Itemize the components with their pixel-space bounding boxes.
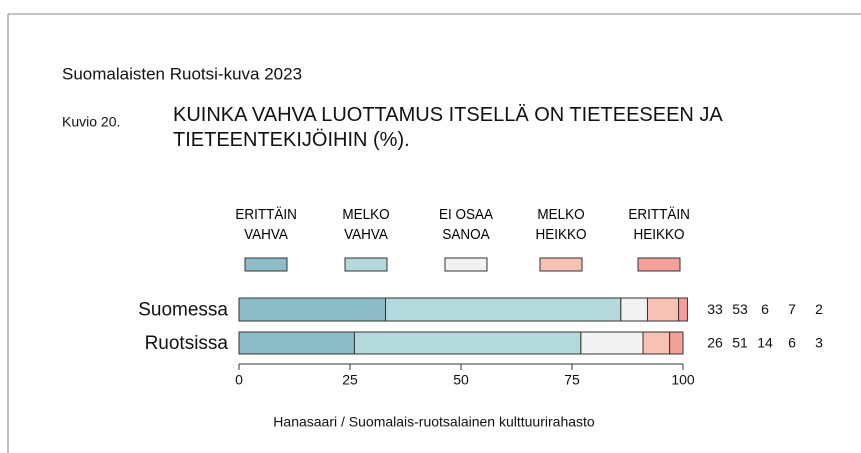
legend-swatch	[344, 257, 388, 272]
x-tick-label: 0	[235, 372, 243, 388]
legend-label: ERITTÄIN VAHVA	[235, 206, 297, 243]
value-label: 26	[707, 335, 723, 351]
bar-segment	[642, 331, 671, 355]
legend-label: MELKO VAHVA	[342, 206, 390, 243]
bar-segment	[620, 297, 648, 322]
value-label: 14	[757, 335, 773, 351]
legend-label: MELKO HEIKKO	[535, 206, 587, 243]
bar-segment	[385, 297, 622, 322]
source: Hanasaari / Suomalais-ruotsalainen kultt…	[273, 414, 595, 430]
value-label: 33	[707, 301, 723, 317]
legend-label: EI OSAA SANOA	[438, 206, 494, 243]
legend-label: ERITTÄIN HEIKKO	[628, 206, 690, 243]
chart-title: KUINKA VAHVA LUOTTAMUS ITSELLÄ ON TIETEE…	[173, 104, 722, 151]
category-label: Ruotsissa	[145, 333, 229, 354]
bar-segment	[580, 331, 644, 355]
legend-swatch	[444, 257, 488, 272]
value-label: 6	[761, 301, 769, 317]
bar-segment	[646, 297, 680, 322]
subtitle: Suomalaisten Ruotsi-kuva 2023	[62, 64, 302, 83]
legend-swatch	[539, 257, 583, 272]
figure-label: Kuvio 20.	[62, 114, 120, 130]
legend-swatch	[244, 257, 288, 272]
bar-segment	[353, 331, 582, 355]
category-label: Suomessa	[138, 300, 228, 321]
value-label: 2	[815, 301, 823, 317]
x-tick-label: 50	[453, 372, 469, 388]
value-label: 51	[732, 335, 748, 351]
value-label: 7	[788, 301, 796, 317]
bar-segment	[669, 331, 684, 355]
bar-segment	[238, 297, 387, 322]
value-label: 53	[732, 301, 748, 317]
bar-segment	[678, 297, 688, 322]
legend-swatch	[637, 257, 681, 272]
value-label: 3	[815, 335, 823, 351]
x-tick-label: 75	[564, 372, 580, 388]
bar-segment	[238, 331, 355, 355]
x-tick-label: 100	[671, 372, 695, 388]
value-label: 6	[788, 335, 796, 351]
x-tick-label: 25	[342, 372, 358, 388]
